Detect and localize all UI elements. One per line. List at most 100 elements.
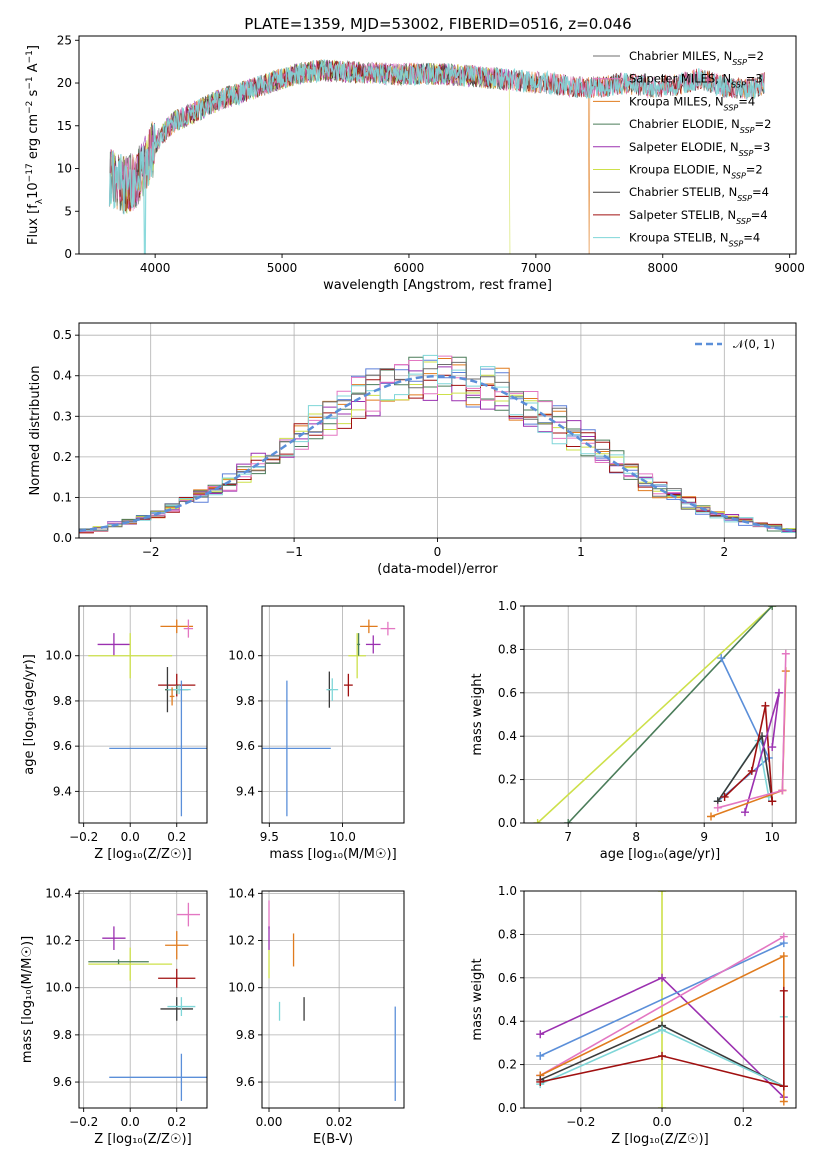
normal-curve: [79, 374, 796, 533]
x-tick-label: −1: [285, 545, 303, 559]
weight-marker: [720, 792, 729, 801]
x-tick-label: 0.0: [652, 1115, 671, 1129]
y-axis-label-part: λ: [35, 198, 45, 204]
plot-content: [262, 619, 396, 817]
x-tick-label: 7: [564, 830, 572, 844]
x-tick-label: 0.0: [121, 1115, 140, 1129]
legend-subscript: SSP: [724, 103, 739, 112]
weight-marker: [768, 797, 777, 806]
x-tick-label: 7000: [521, 261, 552, 275]
y-tick-label: 9.6: [236, 1075, 255, 1089]
legend-entry: Salpeter STELIB, NSSP=4: [629, 208, 768, 226]
legend-entry: Kroupa ELODIE, NSSP=2: [629, 163, 763, 181]
y-tick-label: 10: [57, 162, 72, 176]
y-tick-label: 0.2: [53, 450, 72, 464]
y-axis-label: Flux [fλ10−17 erg cm−2 s−1 A−1]: [25, 45, 45, 245]
x-tick-label: 5000: [267, 261, 298, 275]
x-tick-label: 9000: [774, 261, 805, 275]
legend-subscript: SSP: [731, 171, 746, 180]
legend-entry: Salpeter ELODIE, NSSP=3: [629, 140, 770, 158]
axes-frame: [523, 890, 797, 1109]
errorbar-point: [262, 680, 331, 817]
errorbar-point: [167, 685, 191, 695]
y-tick-label: 10.0: [45, 649, 72, 663]
y-tick-label: 10.0: [228, 649, 255, 663]
panel-age-vs-Z: −0.2 0.0 0.2 9.4 9.6 9.8 10.0 Z [log₁₀(Z/Z☉)] ag…: [22, 605, 208, 862]
y-tick-label: 0.6: [498, 971, 517, 985]
y-tick-label: 10.0: [45, 981, 72, 995]
legend-value: =4: [751, 208, 768, 222]
legend-value: =4: [752, 185, 769, 199]
y-tick-label: 0.0: [498, 816, 517, 830]
x-axis-label: Z [log₁₀(Z/Z☉)]: [94, 1132, 191, 1147]
y-tick-label: 0.4: [498, 1014, 517, 1028]
legend-value: =4: [738, 94, 755, 108]
weight-marker: [761, 701, 770, 710]
errorbar-point: [326, 678, 339, 701]
y-axis-label-part: erg cm: [26, 114, 41, 163]
plot-content: [536, 891, 788, 1108]
y-tick-label: 5: [64, 204, 72, 218]
y-tick-label: 9.8: [53, 1028, 72, 1042]
legend-entry: Chabrier STELIB, NSSP=4: [629, 185, 769, 203]
legend-entry: Salpeter MILES, NSSP=3: [629, 72, 763, 90]
weight-line: [724, 705, 773, 802]
x-tick-label: 9.5: [260, 830, 279, 844]
y-axis-label-part: −1: [25, 50, 35, 63]
y-tick-label: 10.4: [228, 886, 255, 900]
plot-content: [88, 619, 207, 817]
panel-residual-hist: −2 −1 0 1 2 0.0 0.1 0.2 0.3 0.4 0.5 (data-model)/er…: [28, 322, 797, 577]
errorbar-point: [357, 633, 361, 656]
legend-entry: Chabrier ELODIE, NSSP=2: [629, 117, 771, 135]
errorbar-point: [158, 968, 196, 988]
errorbar-point: [167, 997, 196, 1017]
y-axis-label-part: −1: [25, 76, 35, 89]
weight-marker: [747, 766, 756, 775]
x-tick-label: 0: [434, 545, 442, 559]
panel-mass-vs-ebv: 0.00 0.02 9.6 9.8 10.0 10.2 10.4 E(B-V): [228, 886, 405, 1147]
errorbar-point: [343, 673, 353, 697]
x-tick-label: 8: [632, 830, 640, 844]
x-axis-label: mass [log₁₀(M/M☉)]: [269, 847, 396, 862]
x-tick-label: −2: [142, 545, 160, 559]
weight-marker: [564, 819, 573, 823]
weight-line: [537, 606, 773, 823]
x-tick-label: 8000: [647, 261, 678, 275]
y-axis-label-part: 10: [26, 182, 41, 199]
y-tick-label: 9.4: [53, 784, 72, 798]
weight-marker: [536, 1051, 545, 1060]
weight-marker: [768, 606, 777, 610]
axes-frame: [78, 605, 208, 824]
x-tick-label: 4000: [140, 261, 171, 275]
y-tick-label: 0.0: [498, 1101, 517, 1115]
errorbar-point: [109, 1053, 207, 1101]
axes-frame: [261, 890, 405, 1109]
plot-area: [524, 606, 796, 823]
errorbar-point: [102, 926, 126, 950]
weight-marker: [658, 1051, 667, 1060]
y-tick-label: 9.6: [53, 739, 72, 753]
y-axis-label: age [log₁₀(age/yr)]: [22, 654, 37, 775]
errorbar-point: [360, 619, 378, 634]
x-tick-label: 6000: [394, 261, 425, 275]
errorbar-point: [88, 633, 173, 679]
errorbar-point: [160, 619, 194, 634]
weight-marker: [779, 1097, 788, 1106]
y-tick-label: 9.6: [53, 1075, 72, 1089]
y-tick-label: 20: [57, 76, 72, 90]
legend-value: =4: [743, 231, 760, 245]
panel-massweight-vs-age: 7 8 9 10 0.0 0.2 0.4 0.6 0.8 1.0 age [log₁₀(age/yr…: [470, 599, 797, 862]
legend-subscript: SSP: [736, 216, 751, 225]
legend-entry: Kroupa STELIB, NSSP=4: [629, 231, 760, 249]
errorbar-point: [109, 680, 207, 817]
weight-line: [567, 606, 773, 823]
legend-value: =2: [755, 117, 772, 131]
y-axis-label: Normed distribution: [28, 366, 43, 496]
x-tick-label: −0.2: [566, 1115, 595, 1129]
errorbar-point: [88, 947, 173, 981]
legend-subscript: SSP: [737, 194, 752, 203]
y-tick-label: 15: [57, 119, 72, 133]
legend-subscript: SSP: [739, 148, 754, 157]
legend-subscript: SSP: [729, 239, 744, 248]
